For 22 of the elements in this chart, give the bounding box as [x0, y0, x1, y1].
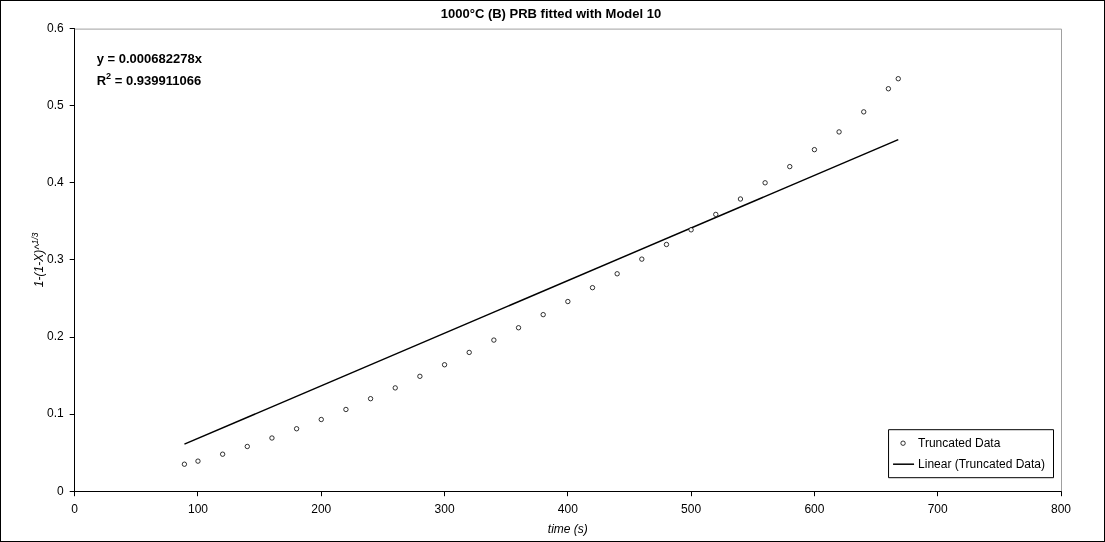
- x-axis-title: time (s): [547, 522, 588, 537]
- x-tick-label: 100: [187, 501, 209, 516]
- y-tick-label: 0.4: [46, 175, 64, 190]
- legend-label: Truncated Data: [918, 435, 1001, 450]
- x-tick-label: 400: [557, 501, 579, 516]
- y-tick-label: 0: [56, 483, 64, 498]
- y-axis-title: 1-(1-X)^1/3: [30, 232, 46, 288]
- x-tick-label: 500: [681, 501, 702, 516]
- x-tick-label: 300: [434, 501, 455, 516]
- x-tick-label: 700: [927, 501, 949, 516]
- x-tick-label: 0: [71, 501, 79, 516]
- y-tick-label: 0.3: [46, 252, 64, 267]
- annotation: y = 0.000682278x: [96, 50, 203, 66]
- chart-title: 1000°C (B) PRB fitted with Model 10: [440, 6, 662, 22]
- y-tick-label: 0.6: [46, 20, 64, 35]
- legend-label: Linear (Truncated Data): [918, 456, 1045, 471]
- y-tick-label: 0.2: [46, 329, 64, 344]
- x-tick-label: 600: [804, 501, 825, 516]
- y-tick-label: 0.5: [46, 98, 64, 113]
- x-tick-label: 200: [311, 501, 332, 516]
- y-tick-label: 0.1: [46, 406, 64, 421]
- x-tick-label: 800: [1050, 501, 1072, 516]
